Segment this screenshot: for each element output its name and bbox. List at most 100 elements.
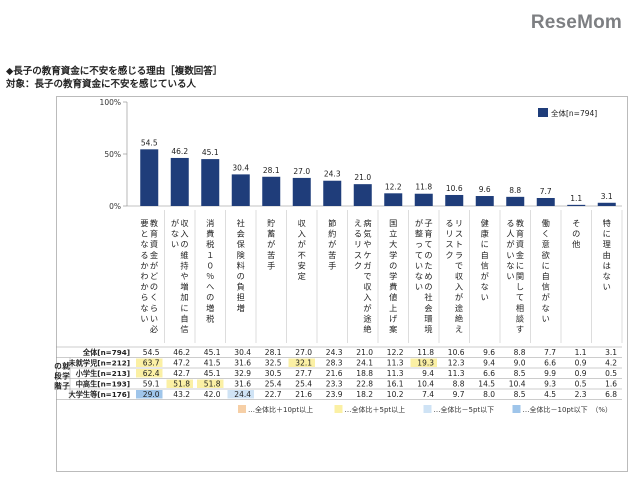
table-cell: 0.9 xyxy=(575,359,587,368)
category-label-char: の xyxy=(150,282,158,292)
table-cell: 11.3 xyxy=(387,359,404,368)
category-label-char: が xyxy=(481,271,489,281)
bar xyxy=(292,177,311,206)
category-label-char: い xyxy=(542,313,550,323)
category-label-char: 絶 xyxy=(455,313,463,323)
category-label-char: 必 xyxy=(150,324,158,334)
category-label-char: が xyxy=(415,218,423,228)
table-cell: 6.8 xyxy=(605,390,617,399)
bar xyxy=(323,180,342,206)
table-cell: 18.2 xyxy=(356,390,373,399)
category-label-char: 金 xyxy=(516,250,524,260)
table-cell: 0.5 xyxy=(605,369,617,378)
category-label-char: や xyxy=(180,271,188,281)
category-label-char: く xyxy=(150,292,158,302)
table-cell: 0.5 xyxy=(575,380,587,389)
table-cell: 47.2 xyxy=(173,359,190,368)
category-label-char: 上 xyxy=(389,303,397,313)
bar xyxy=(384,193,403,206)
table-cell-highlight xyxy=(410,358,437,367)
chart-frame xyxy=(56,96,628,472)
category-label-char: な xyxy=(603,271,611,281)
category-label-char: い xyxy=(603,282,611,292)
table-cell-highlight xyxy=(136,369,163,378)
bar xyxy=(445,194,464,206)
category-label-char: 貯 xyxy=(267,218,275,228)
category-label-char: 関 xyxy=(516,271,524,281)
bar-value-label: 24.3 xyxy=(324,170,341,179)
category-label-char: に xyxy=(542,260,550,270)
category-label-char: 税 xyxy=(206,313,214,323)
table-cell: 54.5 xyxy=(143,348,160,357)
category-label-char: に xyxy=(516,260,524,270)
category-label-char: い xyxy=(150,313,158,323)
table-cell: 9.3 xyxy=(544,380,556,389)
category-label-char: 入 xyxy=(363,292,371,302)
footer-legend-swatch xyxy=(423,405,432,413)
table-cell: 45.1 xyxy=(204,369,221,378)
table-cell: 24.4 xyxy=(234,390,251,399)
table-cell: 10.2 xyxy=(387,390,404,399)
category-label-char: と xyxy=(140,229,148,239)
category-label-char: な xyxy=(506,260,514,270)
category-label-char: が xyxy=(267,239,275,249)
category-label-char: 担 xyxy=(237,292,245,302)
bar-value-label: 46.2 xyxy=(171,147,188,156)
table-cell: 8.8 xyxy=(453,380,465,389)
bar-value-label: 28.1 xyxy=(263,166,280,175)
table-group-label-char: の xyxy=(54,362,62,371)
category-label-char: が xyxy=(363,303,371,313)
category-label-char: 康 xyxy=(481,229,489,239)
category-label-char: っ xyxy=(415,239,423,249)
table-cell: 21.6 xyxy=(326,369,343,378)
table-cell: 8.0 xyxy=(483,390,495,399)
bar xyxy=(475,196,494,206)
bar xyxy=(140,149,159,206)
category-label-char: 収 xyxy=(180,218,188,228)
category-label-char: の xyxy=(424,282,432,292)
table-group-label-char: 子 xyxy=(62,382,70,391)
table-cell: 4.2 xyxy=(605,359,617,368)
category-label-char: 手 xyxy=(267,260,275,270)
category-label-char: 教 xyxy=(516,218,524,228)
footer-legend-label: …全体比＋5pt以上 xyxy=(345,405,406,414)
category-label-char: 自 xyxy=(180,313,188,323)
category-label-char: 費 xyxy=(206,229,214,239)
category-label-char: ％ xyxy=(206,271,214,281)
table-cell: 9.6 xyxy=(483,348,495,357)
category-label-char: に xyxy=(603,229,611,239)
category-label-char: 学 xyxy=(389,271,397,281)
category-label-char: ス xyxy=(455,229,463,239)
category-label-char: の xyxy=(237,271,245,281)
table-cell: 63.7 xyxy=(143,359,160,368)
bar-value-label: 7.7 xyxy=(540,187,552,196)
category-label-char: 学 xyxy=(389,250,397,260)
category-label-char: 環 xyxy=(424,313,432,323)
category-label-char: 収 xyxy=(363,282,371,292)
category-label-char: る xyxy=(506,218,514,228)
category-label-char: 国 xyxy=(389,218,397,228)
category-label-char: 苦 xyxy=(267,250,275,260)
table-cell: 24.3 xyxy=(326,348,343,357)
bar xyxy=(506,196,525,206)
table-cell: 25.4 xyxy=(295,380,312,389)
bar xyxy=(567,204,586,206)
table-cell-highlight xyxy=(197,379,224,388)
table-cell-highlight xyxy=(288,358,315,367)
category-label-char: 苦 xyxy=(328,250,336,260)
category-label-char: 節 xyxy=(328,218,336,228)
category-label-char: い xyxy=(415,282,423,292)
table-cell: 31.6 xyxy=(234,359,251,368)
category-label-char: 入 xyxy=(298,229,306,239)
table-cell: 59.1 xyxy=(143,380,160,389)
category-label-char: る xyxy=(445,218,453,228)
table-cell: 32.9 xyxy=(234,369,251,378)
category-label-char: が xyxy=(455,292,463,302)
category-label-char: て xyxy=(424,239,432,249)
category-label-char: の xyxy=(389,260,397,270)
table-cell: 11.3 xyxy=(387,369,404,378)
category-label-char: は xyxy=(603,260,611,270)
category-label-char: て xyxy=(516,292,524,302)
table-row-label: 大学生等[n=176] xyxy=(69,390,130,399)
category-label-char: ク xyxy=(445,250,453,260)
